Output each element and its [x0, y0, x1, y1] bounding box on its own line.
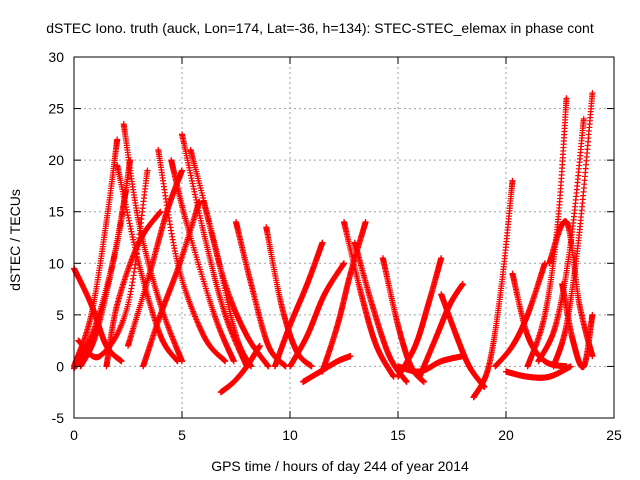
- series-group: [168, 157, 237, 365]
- data-point: [420, 378, 427, 385]
- plot-frame: [73, 56, 615, 419]
- chart-title: dSTEC Iono. truth (auck, Lon=174, Lat=-3…: [46, 20, 594, 36]
- series-group: [200, 198, 272, 370]
- data-point: [589, 90, 596, 97]
- gridlines: [74, 57, 614, 418]
- series-group: [438, 291, 488, 391]
- data-point: [589, 311, 596, 318]
- data-point: [347, 353, 354, 360]
- x-tick-label: 0: [70, 427, 78, 443]
- x-axis-title: GPS time / hours of day 244 of year 2014: [211, 458, 469, 474]
- plot-border: [73, 56, 615, 419]
- series-group: [155, 146, 229, 365]
- data-point: [403, 378, 410, 385]
- x-tick-label: 25: [606, 427, 622, 443]
- x-tick-label: 5: [178, 427, 186, 443]
- data-point: [144, 167, 151, 174]
- data-point: [459, 280, 466, 287]
- data-point: [195, 322, 202, 329]
- x-tick-label: 10: [282, 427, 298, 443]
- data-point: [222, 358, 229, 365]
- series-group: [299, 353, 354, 385]
- data-point: [319, 239, 326, 246]
- y-tick-label: 30: [48, 49, 64, 65]
- x-tick-label: 15: [390, 427, 406, 443]
- series-group: [217, 342, 263, 396]
- data-point: [196, 323, 203, 330]
- y-axis-title: dSTEC / TECUs: [7, 189, 23, 291]
- series-group: [287, 260, 347, 370]
- data-point: [589, 353, 596, 360]
- data-point: [580, 115, 587, 122]
- data-point: [230, 358, 237, 365]
- y-tick-label: 25: [48, 101, 64, 117]
- series-group: [125, 167, 185, 349]
- data-point: [122, 188, 129, 195]
- series-group: [341, 219, 397, 380]
- data-point: [567, 363, 574, 370]
- series-group: [77, 188, 129, 370]
- data-point: [118, 358, 125, 365]
- data-point: [179, 167, 185, 174]
- y-tick-label: 5: [56, 307, 64, 323]
- data-point: [157, 208, 164, 215]
- data-point: [308, 363, 315, 370]
- x-tick-label: 20: [498, 427, 514, 443]
- data-series: [71, 90, 596, 401]
- tick-labels: 0 5 10 15 20 25 -5 0 5 10 15 20 25 30: [48, 49, 622, 443]
- series-group: [559, 280, 596, 371]
- data-point: [438, 255, 445, 262]
- series-group: [395, 255, 445, 380]
- y-tick-label: 20: [48, 152, 64, 168]
- data-point: [265, 363, 272, 370]
- series-group: [524, 95, 570, 370]
- data-point: [256, 342, 263, 349]
- data-point: [341, 260, 347, 267]
- data-point: [362, 219, 369, 226]
- data-point: [563, 95, 570, 102]
- series-group: [140, 198, 203, 370]
- data-point: [197, 324, 204, 331]
- series-group: [179, 131, 250, 370]
- series-group: [395, 353, 466, 375]
- y-tick-label: 10: [48, 255, 64, 271]
- y-tick-label: -5: [52, 410, 65, 426]
- y-tick-label: 0: [56, 358, 64, 374]
- data-point: [114, 136, 121, 143]
- series-group: [103, 208, 164, 370]
- series-group: [503, 363, 574, 381]
- y-tick-label: 15: [48, 204, 64, 220]
- series-group: [470, 177, 516, 401]
- data-point: [174, 358, 181, 365]
- data-point: [459, 353, 466, 360]
- data-point: [509, 177, 516, 184]
- series-group: [271, 239, 326, 370]
- series-group: [535, 115, 587, 365]
